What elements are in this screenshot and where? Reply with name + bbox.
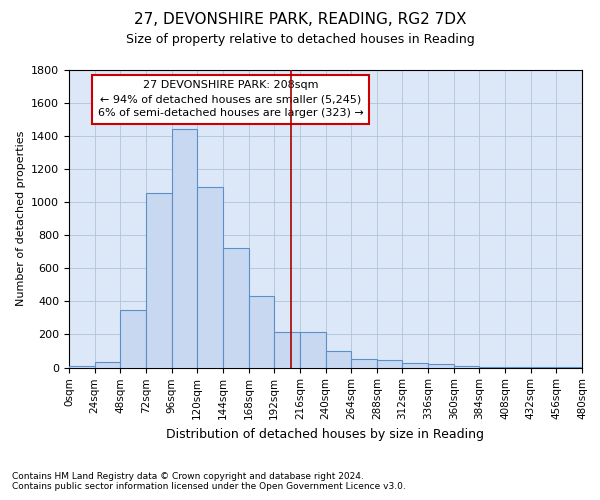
X-axis label: Distribution of detached houses by size in Reading: Distribution of detached houses by size … [167, 428, 485, 440]
Bar [223, 248, 248, 368]
Bar [172, 128, 197, 368]
Bar [505, 366, 531, 368]
Text: Contains HM Land Registry data © Crown copyright and database right 2024.: Contains HM Land Registry data © Crown c… [12, 472, 364, 481]
Bar [121, 310, 146, 368]
Bar [69, 366, 95, 368]
Bar [377, 360, 403, 368]
Bar [454, 366, 479, 368]
Text: Size of property relative to detached houses in Reading: Size of property relative to detached ho… [125, 32, 475, 46]
Bar [197, 188, 223, 368]
Bar [428, 364, 454, 368]
Bar [146, 193, 172, 368]
Text: Contains public sector information licensed under the Open Government Licence v3: Contains public sector information licen… [12, 482, 406, 491]
Bar [95, 362, 121, 368]
Bar [325, 351, 351, 368]
Bar [479, 366, 505, 368]
Bar [300, 332, 325, 368]
Text: 27 DEVONSHIRE PARK: 208sqm
← 94% of detached houses are smaller (5,245)
6% of se: 27 DEVONSHIRE PARK: 208sqm ← 94% of deta… [98, 80, 364, 118]
Bar [248, 296, 274, 368]
Bar [403, 362, 428, 368]
Text: 27, DEVONSHIRE PARK, READING, RG2 7DX: 27, DEVONSHIRE PARK, READING, RG2 7DX [134, 12, 466, 28]
Y-axis label: Number of detached properties: Number of detached properties [16, 131, 26, 306]
Bar [274, 332, 300, 368]
Bar [351, 359, 377, 368]
